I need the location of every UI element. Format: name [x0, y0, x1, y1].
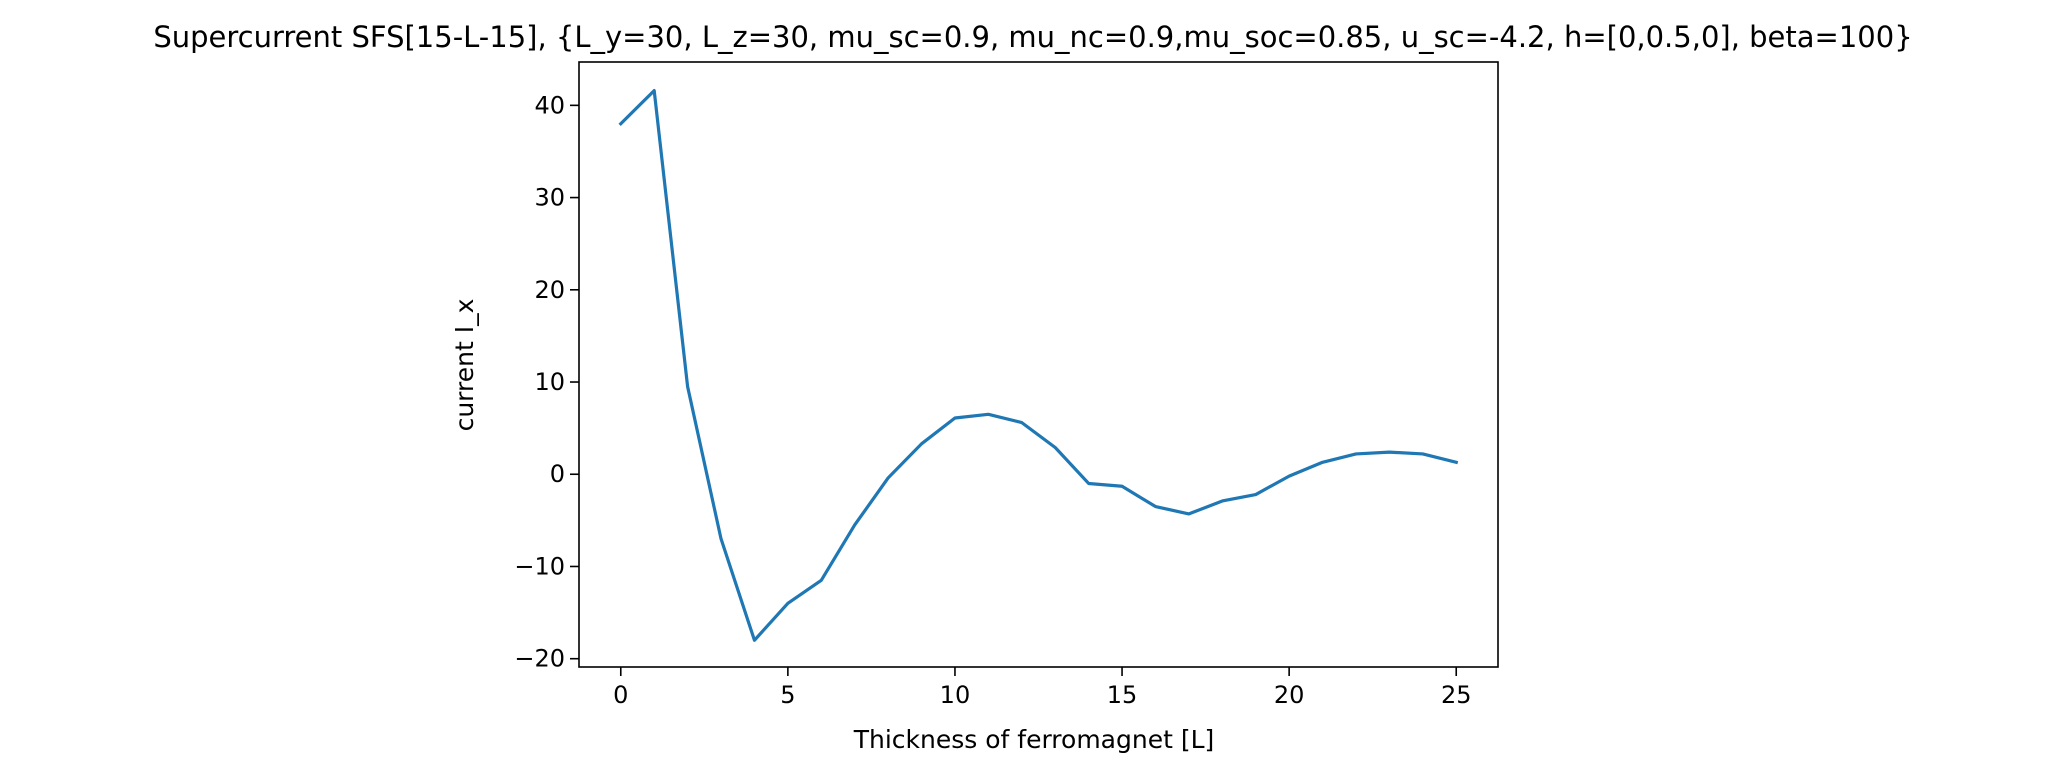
- y-axis-label: current I_x: [450, 299, 479, 432]
- y-tick-label: −20: [514, 645, 565, 673]
- x-tick-label: 0: [613, 681, 628, 709]
- y-tick-label: 20: [534, 276, 565, 304]
- y-tick-label: −10: [514, 552, 565, 580]
- y-tick-label: 40: [534, 91, 565, 119]
- x-tick-label: 25: [1441, 681, 1472, 709]
- x-tick-label: 15: [1107, 681, 1138, 709]
- chart-title: Supercurrent SFS[15-L-15], {L_y=30, L_z=…: [153, 20, 1912, 54]
- y-tick-label: 10: [534, 368, 565, 396]
- series-line: [618, 88, 1459, 642]
- axes-frame: [578, 61, 1499, 668]
- y-tick-label: 0: [550, 460, 565, 488]
- x-tick-label: 20: [1274, 681, 1305, 709]
- x-axis-label: Thickness of ferromagnet [L]: [853, 725, 1215, 754]
- x-tick-label: 10: [940, 681, 971, 709]
- y-tick-label: 30: [534, 184, 565, 212]
- plot-area: 0 5 10 15 20 25 −20 −10 0 10 20 30 40: [514, 61, 1499, 709]
- x-tick-label: 5: [780, 681, 795, 709]
